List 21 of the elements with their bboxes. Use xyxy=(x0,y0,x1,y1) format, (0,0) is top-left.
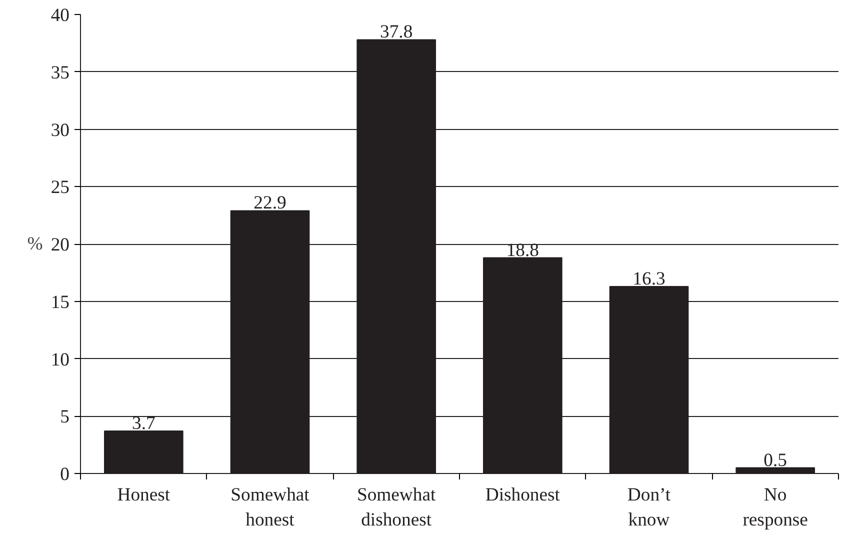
y-axis-title: % xyxy=(27,234,43,254)
data-label: 3.7 xyxy=(132,413,156,434)
x-tick-label: Somewhat dishonest xyxy=(356,484,437,531)
x-tick-label: Don’t know xyxy=(627,484,672,531)
y-tick-label: 20 xyxy=(50,234,70,256)
data-label: 37.8 xyxy=(380,22,413,43)
y-tick-label: 30 xyxy=(50,120,70,141)
y-tick-label: 0 xyxy=(60,464,70,485)
y-tick-label: 15 xyxy=(50,292,70,313)
y-tick-label: 40 xyxy=(50,5,70,26)
data-label: 0.5 xyxy=(764,450,787,471)
y-tick-label: 35 xyxy=(50,62,70,84)
y-tick-label: 25 xyxy=(50,177,70,198)
x-tick-label: Somewhat honest xyxy=(230,484,310,531)
y-tick-label: 10 xyxy=(50,349,70,370)
x-tick-label: No response xyxy=(742,484,808,531)
y-tick-label: 5 xyxy=(60,406,70,428)
x-tick-label: Honest xyxy=(117,484,171,506)
x-tick-label: Dishonest xyxy=(485,484,561,506)
data-label: 22.9 xyxy=(254,192,286,214)
data-label: 16.3 xyxy=(632,268,666,290)
